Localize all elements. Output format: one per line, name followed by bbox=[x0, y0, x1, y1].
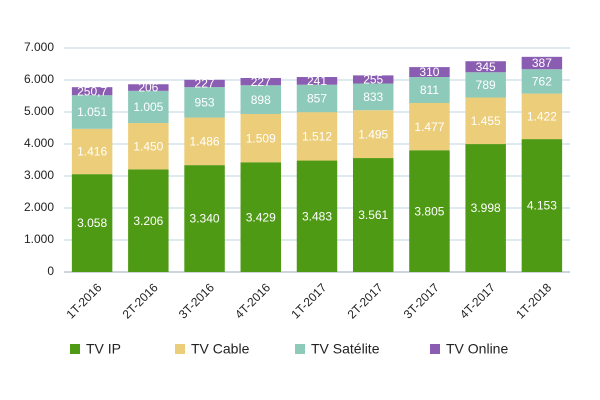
x-tick-label: 3T-2017 bbox=[401, 280, 442, 321]
x-tick-label: 3T-2016 bbox=[176, 280, 217, 321]
value-label: 3.058 bbox=[77, 216, 107, 230]
y-tick-label: 2.000 bbox=[24, 200, 54, 214]
value-label: 227 bbox=[195, 77, 215, 91]
value-label: 255 bbox=[363, 73, 383, 87]
y-tick-label: 7.000 bbox=[24, 40, 54, 54]
value-label: 1.455 bbox=[471, 114, 501, 128]
value-label: 1.486 bbox=[190, 135, 220, 149]
value-label: 1.450 bbox=[133, 139, 163, 153]
y-tick-label: 0 bbox=[47, 264, 54, 278]
bar-segment bbox=[465, 97, 506, 145]
value-label: 1.495 bbox=[358, 127, 388, 141]
bar-segment bbox=[240, 162, 282, 272]
y-tick-label: 1.000 bbox=[24, 232, 54, 246]
bar-segment bbox=[521, 69, 563, 94]
value-label: 1.416 bbox=[77, 145, 107, 159]
value-label: 250,7 bbox=[77, 84, 107, 98]
value-label: 1.422 bbox=[527, 110, 557, 124]
bar-segment bbox=[128, 84, 169, 91]
bar-segment bbox=[296, 77, 338, 85]
value-label: 3.429 bbox=[246, 210, 276, 224]
value-label: 833 bbox=[363, 90, 383, 104]
bar-segment bbox=[71, 128, 113, 175]
x-tick-label: 1T-2017 bbox=[288, 280, 329, 321]
x-tick-label: 4T-2017 bbox=[457, 280, 498, 321]
value-label: 4.153 bbox=[527, 199, 557, 213]
y-tick-label: 6.000 bbox=[24, 72, 54, 86]
value-label: 953 bbox=[195, 95, 215, 109]
value-label: 3.561 bbox=[358, 208, 388, 222]
bar-segment bbox=[352, 110, 394, 159]
bar-segment bbox=[240, 77, 282, 86]
x-tick-label: 2T-2017 bbox=[345, 280, 386, 321]
y-tick-label: 3.000 bbox=[24, 168, 54, 182]
x-tick-label: 2T-2016 bbox=[120, 280, 161, 321]
value-label: 3.805 bbox=[414, 204, 444, 218]
value-label: 3.998 bbox=[471, 201, 501, 215]
bar-segment bbox=[128, 123, 169, 170]
legend-swatch bbox=[430, 344, 440, 354]
value-label: 1.509 bbox=[246, 131, 276, 145]
value-label: 345 bbox=[476, 60, 496, 74]
value-label: 206 bbox=[138, 81, 158, 95]
legend-swatch bbox=[70, 344, 80, 354]
bar-segment bbox=[128, 90, 169, 124]
bar-segment bbox=[128, 169, 169, 272]
bar-segment bbox=[184, 87, 225, 118]
x-tick-label: 1T-2018 bbox=[513, 280, 554, 321]
bar-segment bbox=[352, 158, 394, 272]
bar-segment bbox=[409, 102, 450, 151]
value-label: 1.051 bbox=[77, 105, 107, 119]
bar-segment bbox=[71, 95, 113, 129]
value-label: 811 bbox=[420, 83, 439, 97]
bar-segment bbox=[409, 150, 450, 272]
bar-segment bbox=[521, 93, 563, 140]
bar-segment bbox=[184, 79, 225, 88]
y-tick-label: 4.000 bbox=[24, 136, 54, 150]
bar-segment bbox=[184, 165, 225, 272]
bar-segment bbox=[352, 75, 394, 84]
value-label: 3.483 bbox=[302, 209, 332, 223]
bar-segment bbox=[184, 117, 225, 166]
value-label: 241 bbox=[307, 74, 327, 88]
value-label: 3.206 bbox=[133, 214, 163, 228]
value-label: 762 bbox=[532, 75, 552, 89]
value-label: 1.005 bbox=[133, 100, 163, 114]
bar-segment bbox=[521, 56, 563, 70]
x-tick-label: 4T-2016 bbox=[232, 280, 273, 321]
bar-segment bbox=[296, 84, 338, 113]
bar-segment bbox=[71, 87, 113, 96]
bar-segment bbox=[296, 112, 338, 161]
y-tick-label: 5.000 bbox=[24, 104, 54, 118]
value-label: 1.512 bbox=[302, 130, 332, 144]
bar-segment bbox=[465, 61, 506, 73]
value-label: 387 bbox=[532, 56, 552, 70]
value-label: 789 bbox=[476, 78, 496, 92]
bar-segment bbox=[465, 144, 506, 272]
legend-swatch bbox=[295, 344, 305, 354]
bar-segment bbox=[521, 139, 563, 272]
bar-segment bbox=[465, 72, 506, 98]
value-label: 898 bbox=[251, 93, 271, 107]
x-tick-label: 1T-2016 bbox=[63, 280, 104, 321]
bar-segment bbox=[296, 160, 338, 272]
bar-segment bbox=[409, 77, 450, 103]
value-label: 310 bbox=[419, 65, 439, 79]
legend-label: TV Satélite bbox=[311, 341, 380, 357]
legend-label: TV IP bbox=[86, 341, 121, 357]
legend-label: TV Online bbox=[446, 341, 508, 357]
value-label: 227 bbox=[251, 75, 271, 89]
bar-segment bbox=[409, 67, 450, 78]
legend-label: TV Cable bbox=[191, 341, 250, 357]
bar-segment bbox=[352, 83, 394, 111]
legend-swatch bbox=[175, 344, 185, 354]
bar-segment bbox=[71, 174, 113, 272]
bar-segment bbox=[240, 113, 282, 163]
value-label: 1.477 bbox=[414, 120, 444, 134]
value-label: 857 bbox=[307, 92, 327, 106]
value-label: 3.340 bbox=[190, 212, 220, 226]
bar-segment bbox=[240, 85, 282, 114]
